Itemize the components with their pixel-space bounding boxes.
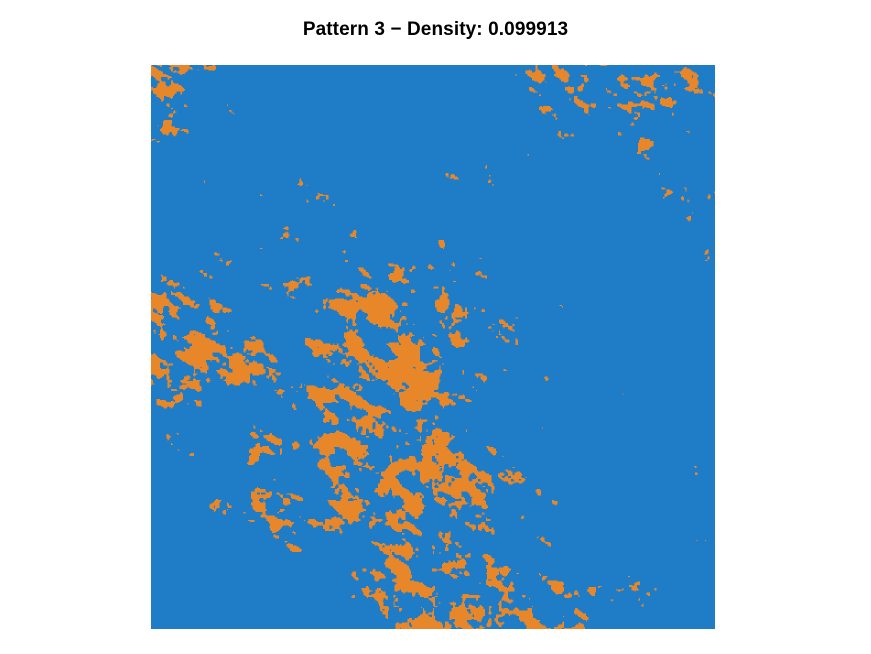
pattern-heatmap <box>151 65 715 629</box>
chart-title: Pattern 3 − Density: 0.099913 <box>302 19 569 40</box>
plot-area <box>151 65 715 629</box>
heatmap-pattern-cells <box>151 65 715 629</box>
